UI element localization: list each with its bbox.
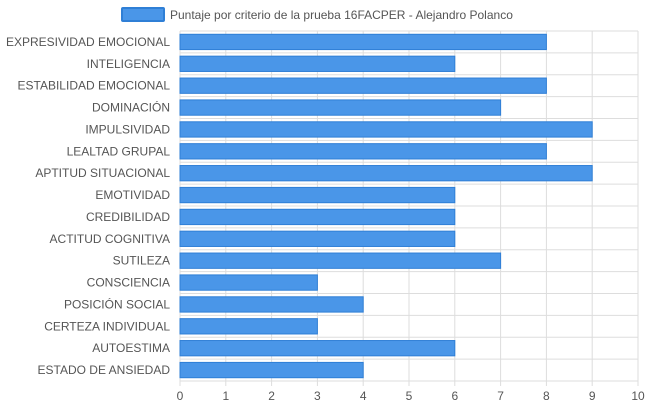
tick-label: 0 — [177, 389, 184, 403]
grid-lines — [179, 30, 639, 386]
category-label: CERTEZA INDIVIDUAL — [44, 319, 170, 333]
tick-label: 9 — [589, 389, 596, 403]
legend-label: Puntaje por criterio de la prueba 16FACP… — [170, 8, 513, 22]
category-label: EXPRESIVIDAD EMOCIONAL — [6, 35, 170, 49]
category-label: ESTADO DE ANSIEDAD — [38, 363, 171, 377]
bar[interactable] — [179, 33, 547, 51]
category-label: EMOTIVIDAD — [95, 188, 170, 202]
bar[interactable] — [179, 252, 502, 269]
tick-label: 7 — [497, 389, 504, 403]
category-labels: EXPRESIVIDAD EMOCIONAL INTELIGENCIA ESTABI… — [6, 35, 170, 377]
category-label: AUTOESTIMA — [92, 341, 170, 355]
bar[interactable] — [179, 121, 593, 138]
tick-label: 8 — [543, 389, 550, 403]
bar[interactable] — [179, 361, 364, 379]
x-axis-ticks: 0 1 2 3 4 5 6 7 8 9 10 — [177, 389, 645, 403]
category-label: APTITUD SITUACIONAL — [35, 166, 170, 180]
bar[interactable] — [179, 186, 456, 204]
bar[interactable] — [179, 318, 318, 335]
bar[interactable] — [179, 274, 318, 291]
tick-label: 5 — [406, 389, 413, 403]
bar[interactable] — [179, 165, 593, 182]
tick-label: 2 — [268, 389, 275, 403]
bars — [179, 33, 593, 379]
category-label: IMPULSIVIDAD — [85, 122, 170, 136]
bar[interactable] — [179, 230, 456, 247]
bar[interactable] — [179, 77, 547, 94]
bar[interactable] — [179, 296, 364, 313]
tick-label: 4 — [360, 389, 367, 403]
tick-label: 3 — [314, 389, 321, 403]
legend[interactable]: Puntaje por criterio de la prueba 16FACP… — [121, 7, 513, 22]
category-label: CREDIBILIDAD — [86, 210, 170, 224]
category-label: CONSCIENCIA — [87, 276, 170, 290]
bar[interactable] — [179, 208, 456, 226]
tick-label: 6 — [451, 389, 458, 403]
tick-label: 10 — [631, 389, 645, 403]
bar[interactable] — [179, 340, 456, 357]
category-label: DOMINACIÓN — [92, 100, 170, 115]
category-label: SUTILEZA — [113, 254, 170, 268]
category-label: ESTABILIDAD EMOCIONAL — [18, 79, 171, 93]
bar[interactable] — [179, 143, 547, 160]
bar[interactable] — [179, 55, 456, 72]
category-label: LEALTAD GRUPAL — [67, 144, 171, 158]
category-label: POSICIÓN SOCIAL — [64, 296, 170, 311]
legend-swatch — [121, 7, 165, 22]
tick-label: 1 — [222, 389, 229, 403]
bar[interactable] — [179, 99, 502, 116]
category-label: INTELIGENCIA — [87, 57, 170, 71]
category-label: ACTITUD COGNITIVA — [50, 232, 170, 246]
